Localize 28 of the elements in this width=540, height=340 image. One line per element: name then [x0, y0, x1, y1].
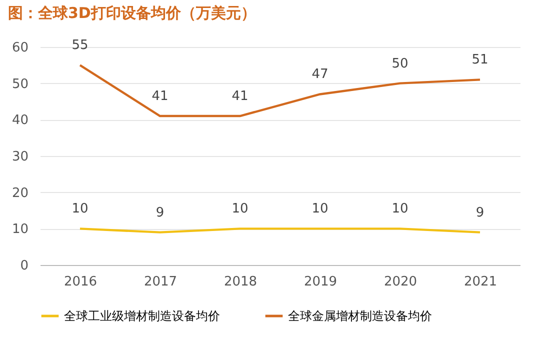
- y-tick-label: 50: [12, 76, 28, 92]
- x-tick-label: 2020: [384, 274, 418, 290]
- x-tick-label: 2021: [464, 274, 498, 290]
- legend-label: 全球金属增材制造设备均价: [288, 309, 432, 323]
- legend-label: 全球工业级增材制造设备均价: [64, 309, 220, 323]
- y-tick-label: 30: [12, 150, 28, 164]
- x-tick-label: 2019: [304, 274, 338, 290]
- data-label: 41: [232, 89, 248, 104]
- data-label: 55: [72, 38, 88, 54]
- data-label: 50: [392, 56, 408, 72]
- y-tick-label: 10: [12, 222, 28, 238]
- data-label: 41: [152, 89, 168, 104]
- y-tick-label: 20: [12, 186, 28, 201]
- data-label: 9: [476, 205, 484, 220]
- y-tick-label: 60: [12, 40, 28, 56]
- chart-title: 图：全球3D打印设备均价（万美元）: [8, 4, 256, 22]
- data-label: 10: [232, 202, 248, 217]
- data-label: 10: [72, 202, 88, 217]
- x-tick-label: 2018: [224, 274, 258, 290]
- data-label: 10: [312, 202, 328, 217]
- data-label: 9: [156, 205, 164, 220]
- x-tick-label: 2017: [144, 274, 178, 290]
- x-tick-label: 2016: [64, 274, 98, 290]
- y-tick-label: 0: [20, 258, 28, 274]
- y-tick-label: 40: [12, 113, 28, 128]
- data-label: 51: [472, 52, 488, 68]
- data-label: 10: [392, 202, 408, 217]
- data-label: 47: [312, 67, 328, 82]
